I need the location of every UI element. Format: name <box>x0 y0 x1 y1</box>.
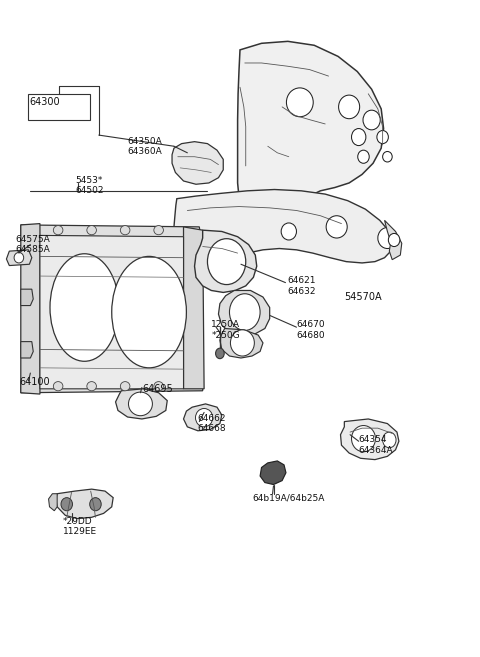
Text: 64354
64364A: 64354 64364A <box>359 436 393 455</box>
Ellipse shape <box>338 95 360 119</box>
Ellipse shape <box>120 382 130 391</box>
Polygon shape <box>56 489 113 518</box>
Ellipse shape <box>229 294 260 330</box>
Polygon shape <box>174 189 392 264</box>
Polygon shape <box>340 419 399 460</box>
Ellipse shape <box>14 252 24 263</box>
Polygon shape <box>21 225 201 238</box>
Ellipse shape <box>90 497 101 510</box>
Ellipse shape <box>351 426 375 452</box>
Ellipse shape <box>358 150 369 164</box>
Ellipse shape <box>281 223 297 240</box>
Ellipse shape <box>154 382 163 391</box>
Ellipse shape <box>195 409 213 427</box>
Text: 64350A
64360A: 64350A 64360A <box>128 137 162 156</box>
Text: 64100: 64100 <box>20 377 50 387</box>
Ellipse shape <box>207 238 246 284</box>
Polygon shape <box>218 290 270 336</box>
Polygon shape <box>21 223 40 394</box>
Ellipse shape <box>363 110 380 130</box>
Polygon shape <box>220 328 263 358</box>
Polygon shape <box>21 342 33 358</box>
Polygon shape <box>238 41 384 215</box>
Text: *29DD
1129EE: *29DD 1129EE <box>63 517 97 536</box>
Ellipse shape <box>154 225 163 235</box>
Ellipse shape <box>53 382 63 391</box>
Ellipse shape <box>383 152 392 162</box>
Ellipse shape <box>216 348 224 359</box>
Polygon shape <box>6 250 32 265</box>
Ellipse shape <box>50 254 119 361</box>
Ellipse shape <box>87 382 96 391</box>
Text: 64300: 64300 <box>29 97 60 107</box>
Ellipse shape <box>388 233 400 246</box>
Polygon shape <box>116 389 167 419</box>
Bar <box>28 94 90 120</box>
Ellipse shape <box>112 256 186 368</box>
Text: 1250A
*250G: 1250A *250G <box>211 320 240 340</box>
Ellipse shape <box>87 225 96 235</box>
Ellipse shape <box>377 131 388 144</box>
Polygon shape <box>48 493 57 510</box>
Text: 64621
64632: 64621 64632 <box>287 276 315 296</box>
Ellipse shape <box>383 432 396 448</box>
Ellipse shape <box>378 227 397 248</box>
Polygon shape <box>21 289 33 306</box>
Ellipse shape <box>120 225 130 235</box>
Text: 5453*
64502: 5453* 64502 <box>75 176 103 195</box>
Text: 64575A
64585A: 64575A 64585A <box>15 235 50 254</box>
Polygon shape <box>172 142 223 184</box>
Polygon shape <box>260 461 286 484</box>
Text: 64670
64680: 64670 64680 <box>297 320 325 340</box>
Ellipse shape <box>351 129 366 146</box>
Ellipse shape <box>61 497 72 510</box>
Polygon shape <box>40 235 183 389</box>
Polygon shape <box>384 220 402 260</box>
Text: 64662
64668: 64662 64668 <box>197 414 226 433</box>
Text: 54570A: 54570A <box>344 292 382 302</box>
Ellipse shape <box>326 215 347 238</box>
Ellipse shape <box>129 392 153 416</box>
Text: 64695: 64695 <box>142 384 173 394</box>
Polygon shape <box>21 381 203 393</box>
Ellipse shape <box>230 330 254 356</box>
Polygon shape <box>183 227 204 389</box>
Polygon shape <box>194 230 257 292</box>
Polygon shape <box>183 404 222 431</box>
Text: 64b19A/64b25A: 64b19A/64b25A <box>252 493 324 502</box>
Ellipse shape <box>53 225 63 235</box>
Ellipse shape <box>287 88 313 117</box>
